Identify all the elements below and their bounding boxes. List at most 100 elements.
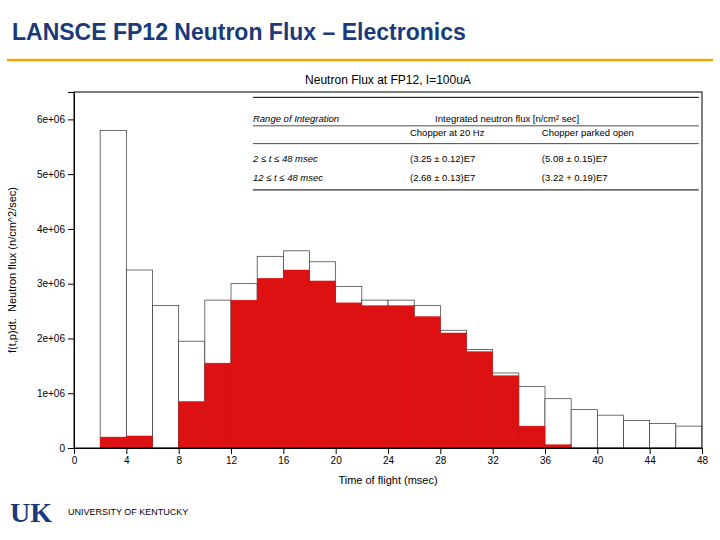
table-text: 12 ≤ t ≤ 48 msec xyxy=(253,172,323,183)
bar xyxy=(231,300,257,448)
plot-title: Neutron Flux at FP12, I=100uA xyxy=(305,73,471,87)
x-tick-label: 12 xyxy=(226,455,238,466)
y-tick-label: 5e+06 xyxy=(37,169,66,180)
y-tick-mark xyxy=(68,393,74,394)
bar xyxy=(336,303,362,448)
bar xyxy=(179,341,205,448)
bar xyxy=(467,349,493,448)
x-tick-mark xyxy=(702,448,703,454)
x-axis-label: Time of flight (msec) xyxy=(338,474,437,486)
table-text: Integrated neutron flux [n/cm² sec] xyxy=(435,113,579,124)
bar xyxy=(126,436,152,448)
x-tick: 20 xyxy=(331,448,343,466)
x-tick-mark xyxy=(545,448,546,454)
x-tick-mark xyxy=(493,448,494,454)
table-text: Range of Integration xyxy=(253,113,339,124)
y-tick: 6e+06 xyxy=(37,114,74,125)
x-tick-label: 8 xyxy=(176,455,182,466)
table-text: 2 ≤ t ≤ 48 msec xyxy=(252,153,318,164)
y-tick: 1e+06 xyxy=(37,388,74,399)
bar xyxy=(310,281,336,448)
bar xyxy=(100,130,126,448)
x-tick-label: 44 xyxy=(645,455,657,466)
footer-logo: UK xyxy=(10,497,52,528)
y-tick-mark xyxy=(68,119,74,120)
x-tick-label: 4 xyxy=(124,455,130,466)
bar xyxy=(519,426,545,448)
y-axis-label: f(t,p)dt. Neutron flux (n/cm^2/sec) xyxy=(6,187,18,353)
bar xyxy=(336,286,362,448)
x-tick-label: 36 xyxy=(540,455,552,466)
bar xyxy=(624,421,650,448)
x-tick: 4 xyxy=(124,448,130,466)
table-rule xyxy=(253,97,699,98)
x-tick-label: 20 xyxy=(331,455,343,466)
bar xyxy=(283,270,309,448)
x-tick-label: 0 xyxy=(72,455,78,466)
x-tick: 12 xyxy=(226,448,238,466)
bar xyxy=(257,256,283,448)
x-tick-mark xyxy=(440,448,441,454)
x-tick: 36 xyxy=(540,448,552,466)
bar xyxy=(571,410,597,448)
table-text: (3.22 + 0.19)E7 xyxy=(542,172,608,183)
x-tick: 32 xyxy=(488,448,500,466)
x-tick-mark xyxy=(388,448,389,454)
table-rule xyxy=(253,143,699,144)
y-tick-label: 1e+06 xyxy=(37,388,66,399)
y-tick-mark xyxy=(68,448,74,449)
y-tick: 0 xyxy=(59,443,74,454)
x-axis: 04812162024283236404448 xyxy=(72,448,709,466)
bar xyxy=(257,278,283,448)
table-text: (3.25 ± 0.12)E7 xyxy=(410,153,475,164)
y-axis: 0 1e+06 2e+06 3e+06 4e+06 5e+06 6e+06 xyxy=(37,93,75,454)
x-tick-label: 48 xyxy=(697,455,709,466)
x-tick-label: 40 xyxy=(592,455,604,466)
bar xyxy=(362,306,388,448)
x-tick-label: 24 xyxy=(383,455,395,466)
y-tick-label: 4e+06 xyxy=(37,224,66,235)
y-tick: 5e+06 xyxy=(37,169,74,180)
x-tick-mark xyxy=(336,448,337,454)
bars xyxy=(100,130,702,448)
table-text: (2.68 ± 0.13)E7 xyxy=(410,172,475,183)
series-1 xyxy=(100,270,571,448)
series-0 xyxy=(100,130,702,448)
plot-frame xyxy=(74,92,702,448)
x-tick-mark xyxy=(126,448,127,454)
bar xyxy=(126,270,152,448)
y-tick-label: 6e+06 xyxy=(37,114,66,125)
bar xyxy=(440,330,466,448)
footer-text: UNIVERSITY OF KENTUCKY xyxy=(68,507,188,517)
y-tick: 2e+06 xyxy=(37,333,74,344)
bar xyxy=(100,437,126,448)
bar xyxy=(545,399,571,448)
chart-title: LANSCE FP12 Neutron Flux – Electronics xyxy=(12,19,466,45)
bar xyxy=(676,426,702,448)
x-tick-mark xyxy=(597,448,598,454)
bar xyxy=(414,306,440,448)
y-tick-mark xyxy=(68,338,74,339)
x-tick-label: 28 xyxy=(435,455,447,466)
x-tick-mark xyxy=(231,448,232,454)
x-tick: 48 xyxy=(697,448,709,466)
bar xyxy=(231,284,257,448)
y-tick: 3e+06 xyxy=(37,278,74,289)
y-tick-label: 3e+06 xyxy=(37,278,66,289)
bar xyxy=(205,363,231,448)
x-tick: 24 xyxy=(383,448,395,466)
x-axis-line xyxy=(75,449,703,455)
plot-area: Neutron Flux at FP12, I=100uA04812162024… xyxy=(6,73,708,486)
x-tick-mark xyxy=(283,448,284,454)
y-tick-mark xyxy=(68,284,74,285)
chart-svg: LANSCE FP12 Neutron Flux – Electronics Ne… xyxy=(0,0,720,540)
bar xyxy=(310,262,336,448)
y-tick: 4e+06 xyxy=(37,224,74,235)
x-tick-mark xyxy=(650,448,651,454)
bar xyxy=(153,306,179,448)
inset-table: Range of Integration Integrated neutron f… xyxy=(252,97,699,190)
bar xyxy=(493,373,519,448)
x-tick: 44 xyxy=(645,448,657,466)
x-tick: 16 xyxy=(278,448,290,466)
bar xyxy=(493,376,519,448)
